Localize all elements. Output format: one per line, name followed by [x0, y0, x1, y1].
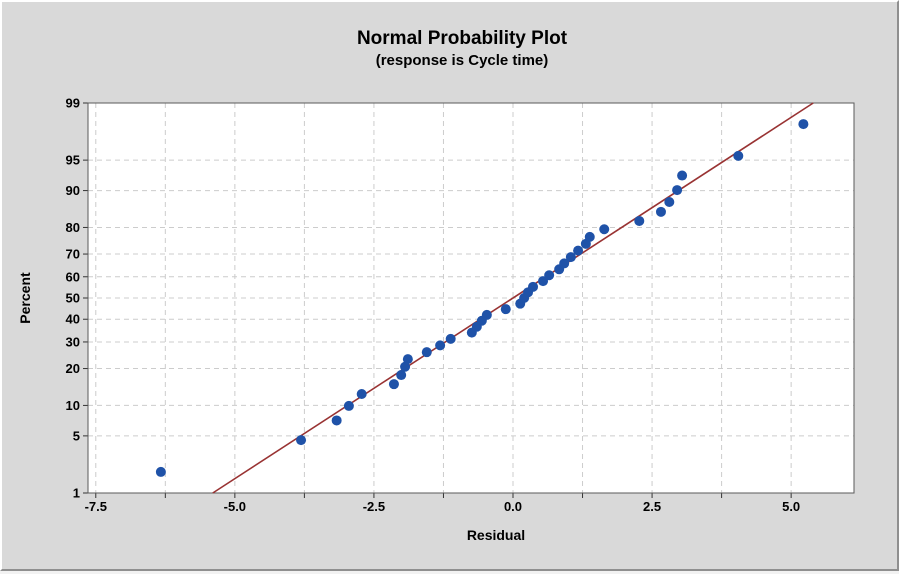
data-points — [155, 119, 809, 477]
data-point — [343, 400, 354, 411]
data-point — [356, 389, 367, 400]
y-tick-label: 30 — [66, 334, 80, 349]
data-point — [655, 206, 666, 217]
data-point — [584, 231, 595, 242]
data-point — [599, 224, 610, 235]
data-point — [400, 361, 411, 372]
data-point — [421, 347, 432, 358]
y-tick-label: 95 — [66, 153, 80, 168]
data-point — [388, 379, 399, 390]
axis-ticks — [83, 102, 792, 498]
y-tick-label: 1 — [73, 486, 80, 501]
y-tick-label: 40 — [66, 312, 80, 327]
x-tick-label: 5.0 — [782, 499, 800, 514]
data-point — [565, 252, 576, 263]
data-point — [559, 258, 570, 269]
chart-title: Normal Probability Plot — [357, 28, 568, 49]
y-tick-label: 10 — [66, 398, 80, 413]
plot-frame — [87, 102, 855, 494]
fit-line — [212, 102, 814, 494]
x-tick-label: -2.5 — [363, 499, 385, 514]
chart-subtitle: (response is Cycle time) — [376, 52, 549, 69]
y-tick-label: 50 — [66, 291, 80, 306]
data-point — [544, 270, 555, 281]
x-tick-label: 0.0 — [504, 499, 522, 514]
data-point — [672, 185, 683, 196]
data-point — [445, 333, 456, 344]
y-tick-label: 90 — [66, 183, 80, 198]
data-point — [331, 415, 342, 426]
data-point — [798, 119, 809, 130]
data-point — [396, 370, 407, 381]
data-point — [664, 196, 675, 207]
y-tick-label: 99 — [66, 96, 80, 111]
y-tick-label: 5 — [73, 428, 80, 443]
data-point — [435, 340, 446, 351]
data-point — [155, 466, 166, 477]
data-point — [733, 150, 744, 161]
x-tick-label: 2.5 — [643, 499, 661, 514]
y-axis-label: Percent — [17, 272, 33, 324]
data-point — [528, 281, 539, 292]
data-point — [296, 435, 307, 446]
y-tick-label: 20 — [66, 361, 80, 376]
data-point — [402, 354, 413, 365]
y-tick-label: 80 — [66, 220, 80, 235]
x-tick-label: -5.0 — [224, 499, 246, 514]
data-point — [634, 215, 645, 226]
y-tick-labels: 1 5 10 20 30 40 50 60 70 80 90 95 99 — [66, 96, 80, 501]
data-point — [573, 245, 584, 256]
y-tick-label: 70 — [66, 247, 80, 262]
data-point — [481, 309, 492, 320]
x-tick-labels: -7.5 -5.0 -2.5 0.0 2.5 5.0 — [85, 499, 801, 514]
gridlines — [88, 103, 854, 493]
data-point — [500, 304, 511, 315]
x-axis-label: Residual — [467, 527, 525, 543]
data-point — [677, 170, 688, 181]
y-tick-label: 60 — [66, 269, 80, 284]
x-tick-label: -7.5 — [85, 499, 107, 514]
